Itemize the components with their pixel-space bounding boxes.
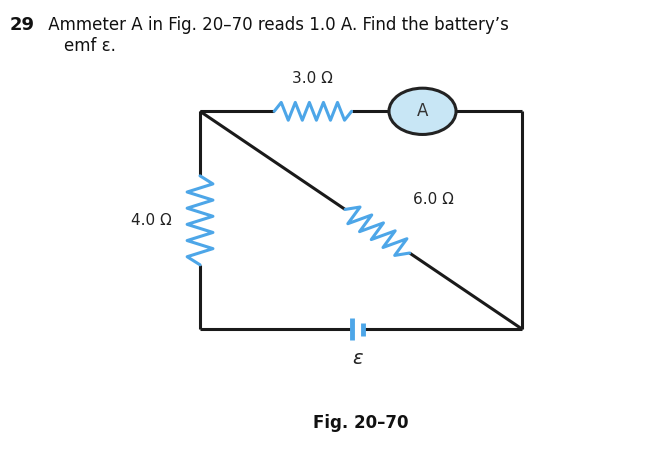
Text: ε: ε xyxy=(352,349,363,368)
Circle shape xyxy=(389,88,456,134)
Text: 6.0 Ω: 6.0 Ω xyxy=(413,192,454,207)
Text: Fig. 20–70: Fig. 20–70 xyxy=(313,414,409,432)
Text: 29: 29 xyxy=(10,16,35,34)
Text: A: A xyxy=(417,102,428,120)
Text: 3.0 Ω: 3.0 Ω xyxy=(292,70,334,85)
Text: 4.0 Ω: 4.0 Ω xyxy=(132,213,172,228)
Text: Ammeter A in Fig. 20–70 reads 1.0 A. Find the battery’s
    emf ε.: Ammeter A in Fig. 20–70 reads 1.0 A. Fin… xyxy=(43,16,509,54)
